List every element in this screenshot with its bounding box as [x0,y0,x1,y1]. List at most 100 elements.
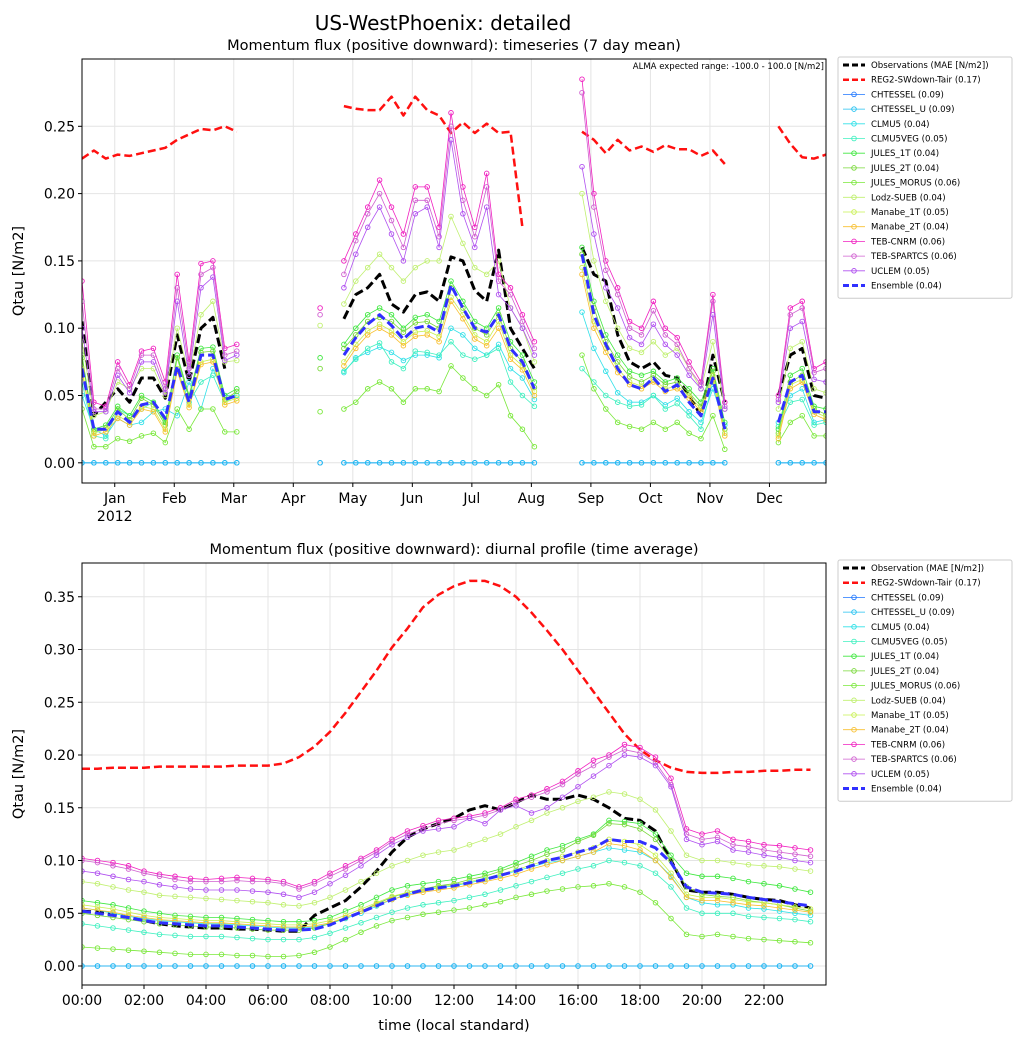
data-point [451,907,457,913]
data-point [482,812,488,818]
y-tick-label: 0.35 [44,590,75,606]
data-point [94,945,101,951]
legend-label: CLMU5VEG (0.05) [871,135,948,145]
data-point [591,258,597,264]
data-point [198,260,204,267]
series-line-jules-1t-0-04 [82,247,826,430]
data-point [376,379,383,385]
data-point [388,359,395,365]
data-point [412,264,419,271]
data-point [265,878,271,885]
data-point [638,341,645,348]
data-point [435,820,442,827]
series-line-manabe-1t-0-05 [82,267,826,436]
data-point [495,345,502,352]
data-point [668,963,674,969]
data-point [590,762,597,769]
legend-label: Lodz-SUEB (0.04) [871,193,946,203]
legend-marker [851,726,857,733]
data-point [714,857,721,864]
data-point [621,818,628,825]
data-point [162,439,169,446]
data-point [234,395,240,401]
data-point [156,931,163,938]
data-point [82,910,85,917]
data-point [234,386,240,392]
data-point [807,847,814,853]
data-point [710,460,716,466]
x-axis-label: time (local standard) [378,1018,529,1034]
data-point [699,910,705,917]
x-tick-label: Oct [638,491,663,507]
data-point [342,925,349,931]
data-point [210,460,216,466]
data-point [126,438,133,445]
data-point [198,361,204,368]
data-point [626,345,633,352]
data-point [792,904,798,910]
data-point [472,336,478,342]
data-point [412,314,419,321]
x-tick-label: 06:00 [248,993,288,1009]
data-point [497,887,504,893]
data-point [198,379,204,385]
data-point [662,402,669,408]
data-point [373,852,380,858]
data-point [172,932,178,939]
data-point [234,963,240,969]
data-point [761,963,767,969]
data-point [662,381,669,388]
data-point [730,847,736,853]
data-point [650,298,657,305]
data-point [198,460,204,466]
data-point [172,884,178,890]
figure-title: US-WestPhoenix: detailed [315,11,572,35]
data-point [222,357,228,364]
data-point [311,963,318,969]
data-point [626,325,633,331]
data-point [699,831,705,837]
data-point [603,258,609,264]
data-point [373,963,380,969]
legend-marker [851,194,857,201]
data-point [125,866,132,872]
data-point [544,861,550,868]
data-point [400,258,407,264]
data-point [507,365,514,372]
data-point [162,460,169,466]
data-point [317,305,323,311]
data-point [792,845,798,851]
data-point [156,892,163,899]
data-point [327,944,333,950]
y-tick-label: 0.15 [44,801,75,817]
data-point [436,258,442,264]
data-point [91,399,97,405]
data-point [82,406,85,412]
data-point [412,386,419,392]
data-point [94,859,101,866]
data-point [82,902,85,908]
data-point [575,866,581,872]
data-point [652,759,659,766]
x-tick-label: Jul [462,491,480,507]
data-point [807,909,814,915]
data-point [579,89,585,96]
data-point [234,348,240,354]
legend-label: JULES_2T (0.04) [870,667,939,677]
data-point [559,778,566,785]
series-line-reg2-swdown-tair-0-17 [82,95,826,228]
data-point [519,375,526,381]
data-point [448,325,454,331]
data-point [614,390,621,396]
data-point [799,365,805,372]
data-point [495,278,502,284]
data-point [138,348,145,354]
data-point [388,204,395,210]
data-point [559,781,566,788]
data-point [317,408,323,415]
data-point [103,443,109,450]
data-point [174,271,180,278]
data-point [811,369,817,376]
data-point [674,352,680,358]
data-point [531,359,538,365]
